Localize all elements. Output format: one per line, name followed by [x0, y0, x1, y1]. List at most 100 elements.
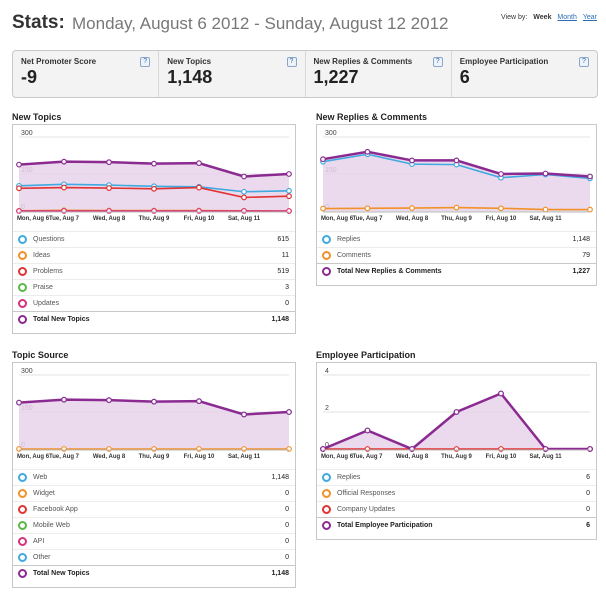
series-area-total-employee-participation: [323, 393, 590, 449]
x-tick-label: Thu, Aug 9: [139, 216, 170, 222]
data-point: [241, 208, 247, 214]
view-month-link[interactable]: Month: [557, 14, 577, 21]
panel-title-employee-participation: Employee Participation: [316, 350, 416, 360]
view-by-selector: View by: Week Month Year: [497, 14, 597, 21]
series-dot-icon: [18, 283, 27, 292]
legend-total-row: Total Employee Participation 6: [317, 517, 596, 533]
series-dot-icon: [322, 235, 331, 244]
data-point: [542, 206, 549, 213]
data-point: [286, 193, 292, 200]
stat-value: 6: [459, 67, 470, 87]
data-point: [364, 446, 371, 452]
series-dot-icon: [322, 473, 331, 482]
data-point: [453, 204, 460, 211]
legend-value: 11: [281, 252, 289, 259]
y-tick-label: 300: [325, 130, 337, 137]
data-point: [196, 446, 202, 452]
series-dot-icon: [18, 505, 27, 514]
legend-row: API 0: [13, 533, 295, 549]
legend-label: Total New Topics: [33, 570, 90, 577]
legend-value: 0: [285, 538, 289, 545]
view-week-option[interactable]: Week: [533, 14, 552, 21]
data-point: [241, 188, 247, 195]
view-year-link[interactable]: Year: [582, 14, 597, 21]
data-point: [106, 208, 112, 214]
legend-label: Other: [33, 554, 51, 561]
data-point: [16, 185, 22, 192]
data-point: [106, 159, 112, 166]
help-icon[interactable]: ?: [286, 57, 297, 67]
stat-net-promoter-score: Net Promoter Score -9 ?: [13, 51, 160, 97]
series-dot-icon: [18, 267, 27, 276]
legend-row: Web 1,148: [13, 469, 295, 485]
legend-label: Total New Topics: [33, 316, 90, 323]
x-tick-label: Mon, Aug 6: [17, 216, 50, 222]
legend-value: 3: [285, 284, 289, 291]
legend-row: Questions 615: [13, 231, 295, 247]
legend-row: Comments 79: [317, 247, 596, 263]
x-tick-label: Thu, Aug 9: [441, 454, 472, 460]
series-dot-icon: [18, 569, 27, 578]
x-tick-label: Wed, Aug 8: [93, 454, 126, 460]
data-point: [196, 398, 202, 405]
legend-label: Official Responses: [337, 490, 396, 497]
legend-row: Replies 6: [317, 469, 596, 485]
data-point: [106, 446, 112, 452]
data-point: [453, 157, 460, 164]
data-point: [16, 208, 22, 214]
legend-label: Company Updates: [337, 506, 395, 513]
panel-title-new-topics: New Topics: [12, 112, 62, 122]
stats-header: Stats: Monday, August 6 2012 - Sunday, A…: [12, 10, 597, 38]
legend-label: Facebook App: [33, 506, 78, 513]
date-range: Monday, August 6 2012 - Sunday, August 1…: [72, 14, 449, 33]
y-tick-label: 4: [325, 368, 329, 375]
series-dot-icon: [18, 537, 27, 546]
x-tick-label: Wed, Aug 8: [396, 454, 429, 460]
help-icon[interactable]: ?: [140, 57, 151, 67]
legend-value: 0: [586, 490, 590, 497]
stat-value: 1,227: [313, 67, 359, 87]
x-tick-label: Tue, Aug 7: [353, 216, 384, 222]
stat-new-replies-comments: New Replies & Comments 1,227 ?: [306, 51, 452, 97]
data-point: [587, 173, 593, 180]
series-dot-icon: [322, 267, 331, 276]
legend-value: 519: [277, 268, 289, 275]
legend-row: Other 0: [13, 549, 295, 565]
data-point: [16, 161, 22, 168]
legend-value: 1,148: [572, 236, 590, 243]
help-icon[interactable]: ?: [579, 57, 589, 67]
legend-row: Mobile Web 0: [13, 517, 295, 533]
series-dot-icon: [18, 299, 27, 308]
x-tick-label: Mon, Aug 6: [321, 216, 354, 222]
x-tick-label: Sat, Aug 11: [228, 454, 261, 460]
legend-employee-participation: Replies 6 Official Responses 0 Company Updat…: [317, 469, 596, 533]
legend-value: 0: [586, 506, 590, 513]
data-point: [364, 148, 371, 155]
series-area-total-new-topics: [19, 399, 289, 449]
legend-label: Total Employee Participation: [337, 522, 433, 529]
x-tick-label: Sat, Aug 11: [529, 216, 562, 222]
data-point: [241, 446, 247, 452]
x-tick-label: Tue, Aug 7: [49, 216, 80, 222]
data-point: [151, 398, 157, 405]
data-point: [241, 173, 247, 180]
stat-value: -9: [21, 67, 38, 87]
x-tick-label: Fri, Aug 10: [486, 216, 517, 222]
y-tick-label: 300: [21, 130, 33, 137]
legend-label: Problems: [33, 268, 63, 275]
x-tick-label: Fri, Aug 10: [486, 454, 517, 460]
series-dot-icon: [18, 553, 27, 562]
legend-row: Company Updates 0: [317, 501, 596, 517]
data-point: [16, 399, 22, 406]
stat-new-topics: New Topics 1,148 ?: [159, 51, 306, 97]
legend-label: Questions: [33, 236, 65, 243]
panel-employee-participation: 0 2 4 Mon, Aug 6 Tue, Aug 7 Wed, Aug 8 Thu, Au…: [316, 362, 597, 540]
help-icon[interactable]: ?: [432, 57, 443, 67]
data-point: [320, 156, 326, 163]
stat-label: Employee Participation: [459, 57, 549, 66]
legend-row: Widget 0: [13, 485, 295, 501]
legend-new-replies: Replies 1,148 Comments 79 Total New Replies …: [317, 231, 596, 279]
data-point: [286, 446, 292, 452]
legend-label: Comments: [337, 252, 371, 259]
